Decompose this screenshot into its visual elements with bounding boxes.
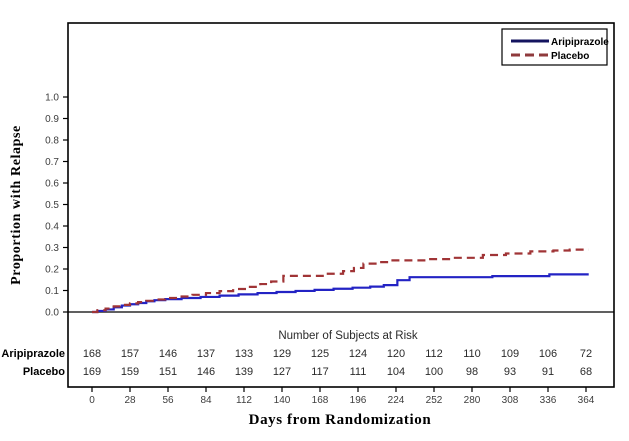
at-risk-value: 109 bbox=[501, 348, 519, 360]
at-risk-row-label: Aripiprazole bbox=[1, 348, 65, 360]
at-risk-value: 168 bbox=[83, 348, 101, 360]
y-tick-label: 0.8 bbox=[45, 136, 59, 147]
x-tick-label: 308 bbox=[502, 395, 519, 406]
at-risk-row-label: Placebo bbox=[23, 366, 65, 378]
x-tick-label: 28 bbox=[124, 395, 136, 406]
at-risk-value: 139 bbox=[235, 366, 253, 378]
y-tick-label: 0.0 bbox=[45, 308, 59, 319]
at-risk-value: 151 bbox=[159, 366, 177, 378]
at-risk-value: 127 bbox=[273, 366, 291, 378]
at-risk-value: 159 bbox=[121, 366, 139, 378]
x-tick-label: 84 bbox=[200, 395, 212, 406]
x-tick-label: 0 bbox=[89, 395, 95, 406]
at-risk-title: Number of Subjects at Risk bbox=[278, 330, 418, 342]
at-risk-value: 120 bbox=[387, 348, 405, 360]
at-risk-value: 129 bbox=[273, 348, 291, 360]
y-tick-label: 0.6 bbox=[45, 179, 59, 190]
y-tick-label: 0.3 bbox=[45, 243, 59, 254]
at-risk-value: 146 bbox=[197, 366, 215, 378]
x-tick-label: 168 bbox=[312, 395, 329, 406]
legend-box bbox=[501, 28, 608, 66]
at-risk-value: 125 bbox=[311, 348, 329, 360]
x-tick-label: 364 bbox=[578, 395, 595, 406]
at-risk-value: 93 bbox=[504, 366, 516, 378]
x-tick-label: 252 bbox=[426, 395, 443, 406]
y-tick-label: 0.7 bbox=[45, 157, 59, 168]
at-risk-value: 100 bbox=[425, 366, 443, 378]
at-risk-value: 117 bbox=[311, 366, 329, 378]
x-tick-label: 280 bbox=[464, 395, 481, 406]
curve-aripiprazole bbox=[92, 273, 589, 314]
y-tick-label: 0.4 bbox=[45, 222, 59, 233]
at-risk-value: 98 bbox=[466, 366, 478, 378]
x-tick-label: 196 bbox=[350, 395, 367, 406]
curve-placebo bbox=[92, 248, 589, 314]
at-risk-value: 169 bbox=[83, 366, 101, 378]
y-axis-title: Proportion with Relapse bbox=[9, 125, 24, 285]
at-risk-value: 111 bbox=[350, 366, 367, 378]
y-tick-label: 0.5 bbox=[45, 200, 59, 211]
at-risk-value: 106 bbox=[539, 348, 557, 360]
y-tick-label: 0.9 bbox=[45, 114, 59, 125]
at-risk-value: 124 bbox=[349, 348, 367, 360]
x-axis-title: Days from Randomization bbox=[248, 412, 432, 428]
at-risk-value: 137 bbox=[197, 348, 215, 360]
at-risk-value: 72 bbox=[580, 348, 592, 360]
at-risk-value: 146 bbox=[159, 348, 177, 360]
at-risk-value: 157 bbox=[121, 348, 139, 360]
at-risk-value: 68 bbox=[580, 366, 592, 378]
at-risk-value: 91 bbox=[542, 366, 554, 378]
at-risk-value: 112 bbox=[425, 348, 443, 360]
x-tick-label: 336 bbox=[540, 395, 557, 406]
x-tick-label: 112 bbox=[236, 395, 252, 406]
legend-label-aripiprazole: Aripiprazole bbox=[551, 37, 609, 48]
y-tick-label: 1.0 bbox=[45, 93, 59, 104]
x-tick-label: 224 bbox=[388, 395, 405, 406]
at-risk-value: 133 bbox=[235, 348, 253, 360]
x-tick-label: 140 bbox=[274, 395, 291, 406]
legend-label-placebo: Placebo bbox=[551, 51, 589, 62]
y-tick-label: 0.1 bbox=[45, 286, 59, 297]
y-tick-label: 0.2 bbox=[45, 265, 59, 276]
x-tick-label: 56 bbox=[162, 395, 174, 406]
at-risk-value: 110 bbox=[463, 348, 481, 360]
at-risk-value: 104 bbox=[387, 366, 405, 378]
